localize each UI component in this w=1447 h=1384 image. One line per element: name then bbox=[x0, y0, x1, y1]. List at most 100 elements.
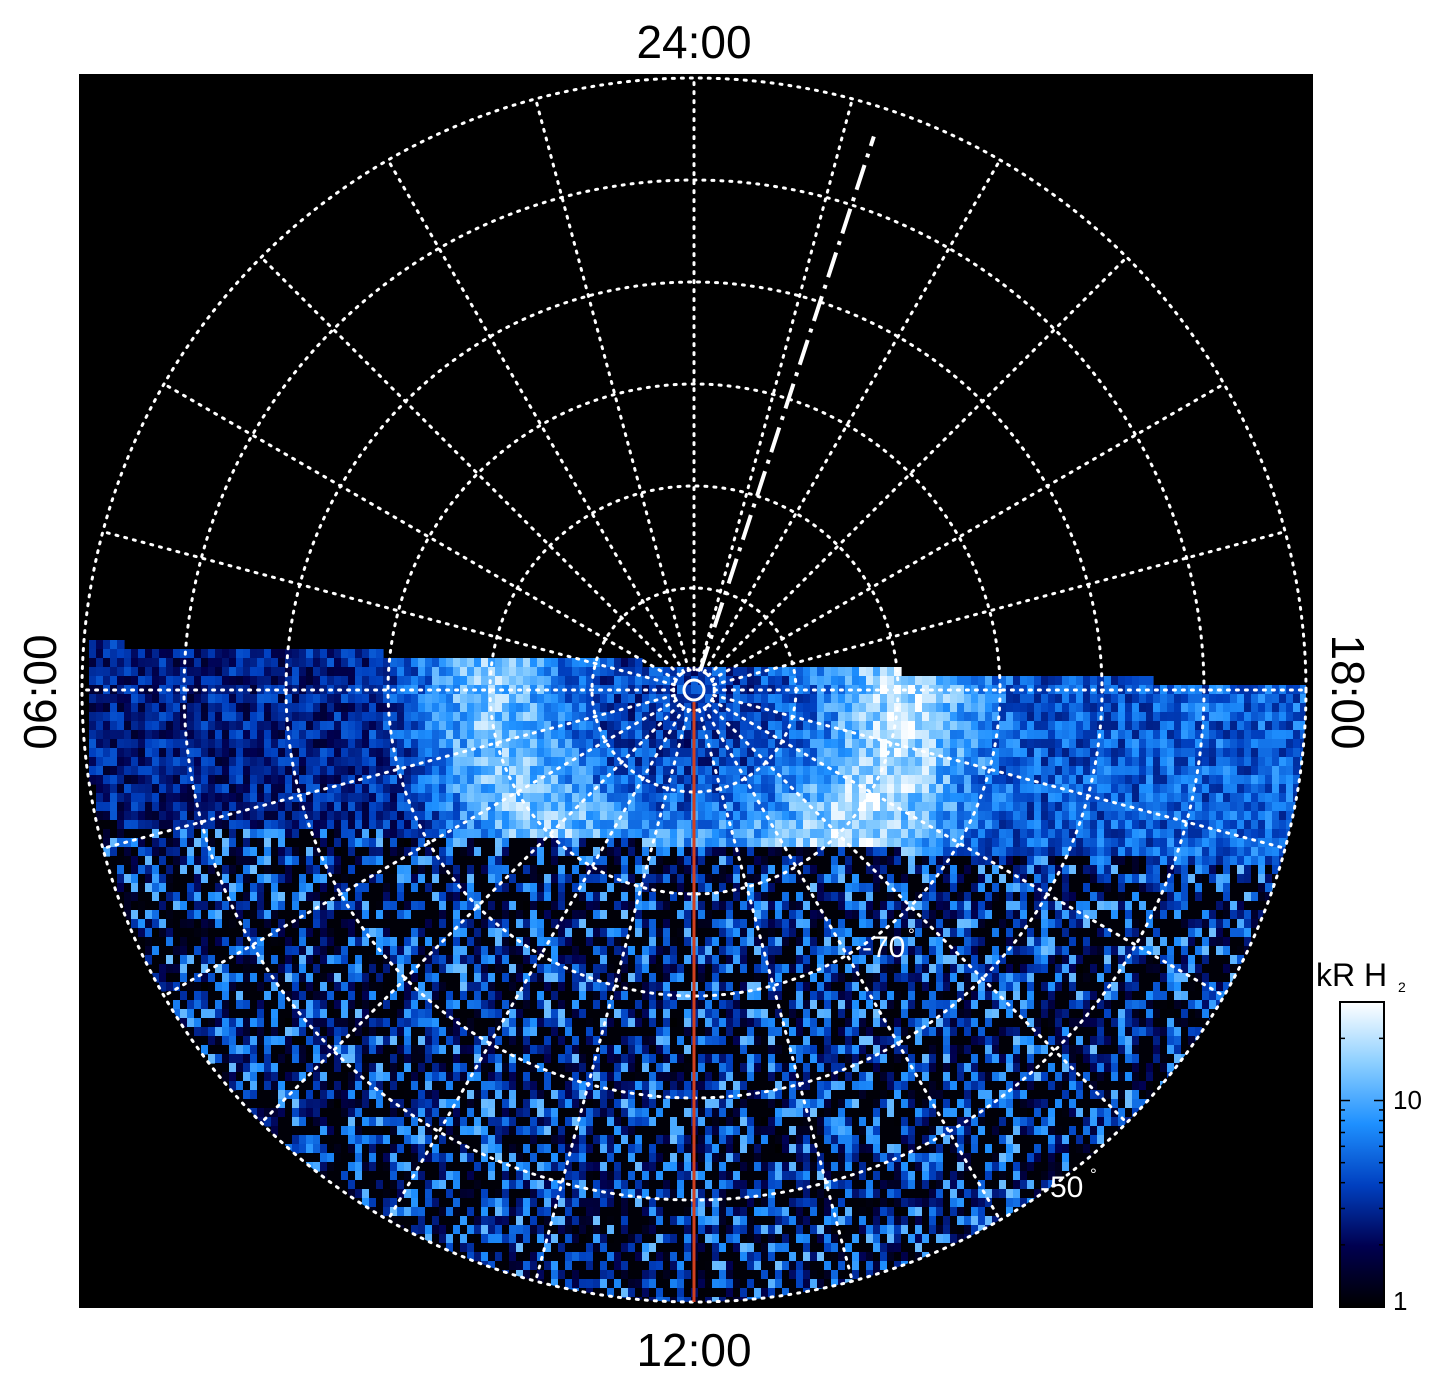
emission-cell bbox=[1013, 766, 1021, 776]
emission-cell bbox=[936, 910, 944, 920]
emission-cell bbox=[194, 793, 202, 803]
emission-cell bbox=[1195, 685, 1203, 695]
emission-cell bbox=[1090, 775, 1098, 785]
emission-cell bbox=[859, 910, 867, 920]
emission-cell bbox=[243, 739, 251, 749]
emission-cell bbox=[194, 649, 202, 659]
emission-cell bbox=[600, 838, 608, 848]
emission-cell bbox=[1097, 901, 1105, 911]
emission-cell bbox=[1055, 865, 1063, 875]
emission-cell bbox=[1118, 793, 1126, 803]
emission-cell bbox=[1069, 721, 1077, 731]
emission-cell bbox=[733, 703, 741, 713]
emission-cell bbox=[306, 892, 314, 902]
emission-cell bbox=[376, 811, 384, 821]
emission-cell bbox=[1118, 712, 1126, 722]
emission-cell bbox=[355, 865, 363, 875]
emission-cell bbox=[558, 793, 566, 803]
emission-cell bbox=[341, 739, 349, 749]
emission-cell bbox=[1125, 793, 1133, 803]
emission-cell bbox=[425, 712, 433, 722]
emission-cell bbox=[1195, 721, 1203, 731]
emission-cell bbox=[369, 919, 377, 929]
emission-cell bbox=[747, 739, 755, 749]
emission-cell bbox=[1251, 892, 1259, 902]
emission-cell bbox=[376, 901, 384, 911]
emission-cell bbox=[621, 739, 629, 749]
emission-cell bbox=[1272, 820, 1280, 830]
emission-cell bbox=[425, 775, 433, 785]
emission-cell bbox=[1195, 793, 1203, 803]
emission-cell bbox=[1013, 856, 1021, 866]
emission-cell bbox=[313, 829, 321, 839]
emission-cell bbox=[1174, 793, 1182, 803]
emission-cell bbox=[124, 685, 132, 695]
emission-cell bbox=[446, 784, 454, 794]
emission-cell bbox=[1272, 739, 1280, 749]
emission-cell bbox=[747, 667, 755, 677]
emission-cell bbox=[117, 883, 125, 893]
emission-cell bbox=[852, 775, 860, 785]
emission-cell bbox=[922, 739, 930, 749]
emission-cell bbox=[1139, 802, 1147, 812]
emission-cell bbox=[1181, 712, 1189, 722]
emission-cell bbox=[1055, 757, 1063, 767]
emission-cell bbox=[992, 757, 1000, 767]
emission-cell bbox=[544, 838, 552, 848]
emission-cell bbox=[1181, 757, 1189, 767]
emission-cell bbox=[264, 676, 272, 686]
emission-cell bbox=[999, 775, 1007, 785]
emission-cell bbox=[523, 784, 531, 794]
emission-cell bbox=[1027, 766, 1035, 776]
emission-cell bbox=[453, 865, 461, 875]
emission-cell bbox=[726, 766, 734, 776]
emission-cell bbox=[145, 820, 153, 830]
emission-cell bbox=[838, 802, 846, 812]
emission-cell bbox=[1265, 892, 1273, 902]
emission-cell bbox=[1069, 856, 1077, 866]
emission-cell bbox=[796, 703, 804, 713]
emission-cell bbox=[572, 775, 580, 785]
emission-cell bbox=[726, 874, 734, 884]
emission-cell bbox=[481, 838, 489, 848]
emission-cell bbox=[313, 703, 321, 713]
emission-cell bbox=[761, 892, 769, 902]
emission-cell bbox=[607, 793, 615, 803]
emission-cell bbox=[1090, 703, 1098, 713]
emission-cell bbox=[201, 784, 209, 794]
emission-cell bbox=[369, 856, 377, 866]
emission-cell bbox=[852, 838, 860, 848]
emission-cell bbox=[1125, 730, 1133, 740]
emission-cell bbox=[278, 874, 286, 884]
emission-cell bbox=[1146, 892, 1154, 902]
emission-cell bbox=[278, 730, 286, 740]
emission-cell bbox=[278, 910, 286, 920]
emission-cell bbox=[523, 676, 531, 686]
emission-cell bbox=[1160, 865, 1168, 875]
emission-cell bbox=[215, 838, 223, 848]
emission-cell bbox=[131, 730, 139, 740]
emission-cell bbox=[1076, 865, 1084, 875]
emission-cell bbox=[978, 883, 986, 893]
emission-cell bbox=[194, 658, 202, 668]
emission-cell bbox=[1146, 757, 1154, 767]
emission-cell bbox=[628, 685, 636, 695]
emission-cell bbox=[1237, 892, 1245, 902]
emission-cell bbox=[530, 910, 538, 920]
emission-cell bbox=[404, 766, 412, 776]
emission-cell bbox=[824, 694, 832, 704]
emission-cell bbox=[397, 775, 405, 785]
emission-cell bbox=[943, 721, 951, 731]
emission-cell bbox=[649, 910, 657, 920]
emission-cell bbox=[1230, 820, 1238, 830]
emission-cell bbox=[614, 676, 622, 686]
emission-cell bbox=[621, 847, 629, 857]
emission-cell bbox=[404, 775, 412, 785]
emission-cell bbox=[1111, 874, 1119, 884]
emission-cell bbox=[754, 838, 762, 848]
emission-cell bbox=[1160, 757, 1168, 767]
emission-cell bbox=[257, 757, 265, 767]
emission-cell bbox=[1118, 910, 1126, 920]
emission-cell bbox=[1118, 919, 1126, 929]
emission-cell bbox=[908, 883, 916, 893]
